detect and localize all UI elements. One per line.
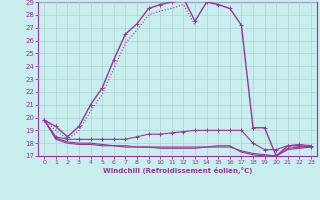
X-axis label: Windchill (Refroidissement éolien,°C): Windchill (Refroidissement éolien,°C) <box>103 167 252 174</box>
